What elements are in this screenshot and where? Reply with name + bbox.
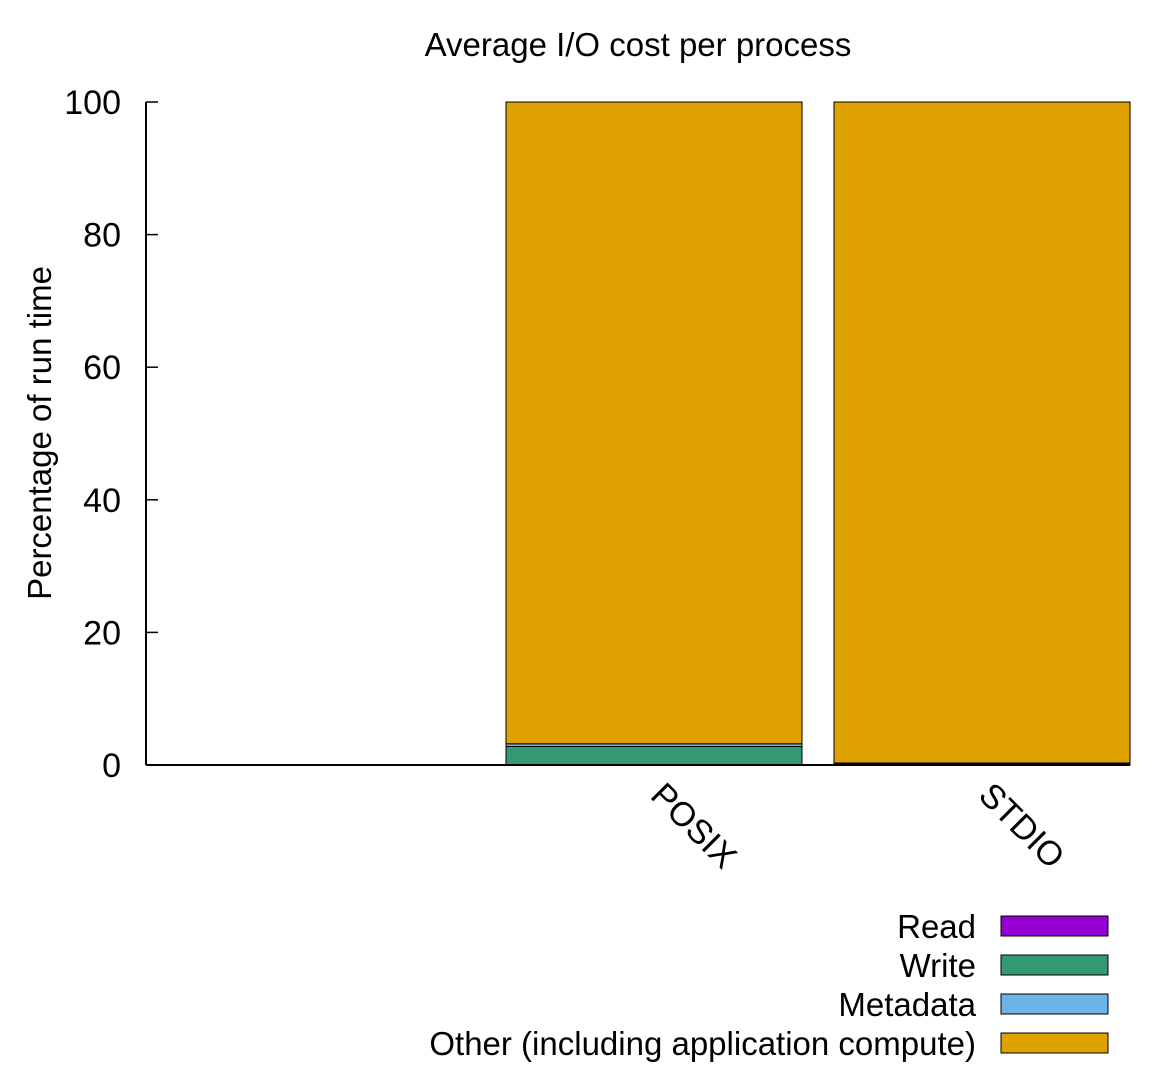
y-tick-label-80: 80 xyxy=(83,217,121,255)
bar-segment-posix-other xyxy=(505,101,803,745)
legend-label-other: Other (including application compute) xyxy=(429,1025,976,1062)
x-tick-label-stdio: STDIO xyxy=(971,776,1071,876)
y-tick-label-100: 100 xyxy=(64,84,121,122)
chart-title: Average I/O cost per process xyxy=(425,26,852,63)
y-axis-label: Percentage of run time xyxy=(21,266,58,600)
legend-label-write: Write xyxy=(900,947,976,984)
legend-swatch-other xyxy=(1000,1032,1109,1054)
bar-segment-stdio-other xyxy=(833,101,1131,764)
legend-label-read: Read xyxy=(897,908,976,945)
legend-swatch-write xyxy=(1000,954,1109,976)
legend-label-metadata: Metadata xyxy=(838,986,976,1023)
y-tick-label-60: 60 xyxy=(83,349,121,387)
x-tick-label-posix: POSIX xyxy=(643,776,743,876)
y-tick-label-0: 0 xyxy=(102,747,121,785)
bars-group xyxy=(505,101,1131,766)
y-tick-label-40: 40 xyxy=(83,482,121,520)
y-tick-label-20: 20 xyxy=(83,614,121,652)
legend-swatch-read xyxy=(1000,915,1109,937)
legend-swatch-metadata xyxy=(1000,993,1109,1015)
bar-segment-posix-write xyxy=(505,745,803,766)
